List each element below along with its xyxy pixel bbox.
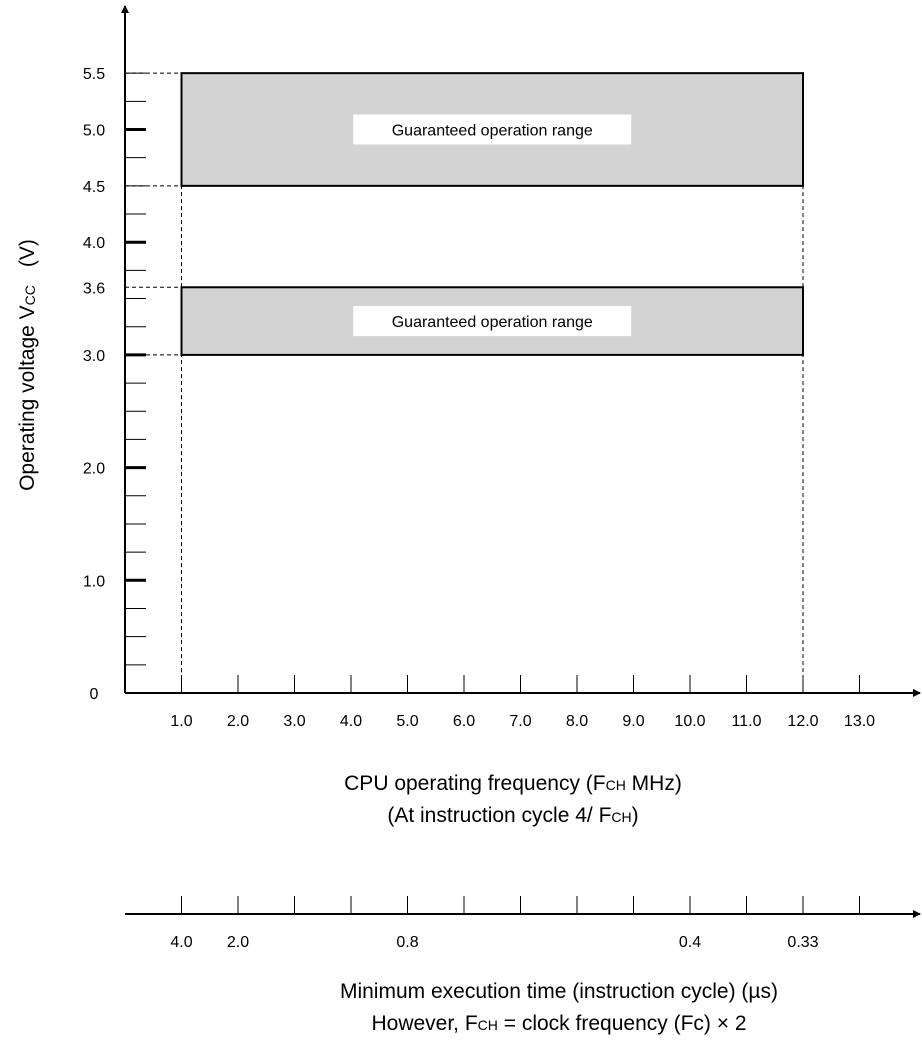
y-tick-label: 2.0 (83, 461, 105, 478)
region-label: Guaranteed operation range (392, 123, 593, 140)
x-tick-label: 7.0 (509, 713, 531, 730)
secondary-tick-label: 2.0 (227, 934, 249, 951)
secondary-tick-label: 0.33 (787, 934, 818, 951)
y-tick-label: 4.5 (83, 179, 105, 196)
x-axis-sublabel: (At instruction cycle 4/ FCH) (387, 804, 638, 827)
x-tick-label: 8.0 (566, 713, 588, 730)
y-tick-label: 1.0 (83, 573, 105, 590)
y-tick-label: 5.5 (83, 66, 105, 83)
y-tick-label: 0 (90, 686, 99, 703)
secondary-tick-label: 0.4 (679, 934, 701, 951)
y-tick-label: 4.0 (83, 235, 105, 252)
y-tick-label: 3.6 (83, 280, 105, 297)
secondary-tick-label: 0.8 (396, 934, 418, 951)
x-tick-label: 11.0 (732, 713, 762, 730)
x-tick-label: 9.0 (622, 713, 644, 730)
secondary-axis-label: Minimum execution time (instruction cycl… (340, 980, 778, 1003)
x-tick-label: 13.0 (844, 713, 875, 730)
region-label: Guaranteed operation range (392, 314, 593, 331)
x-tick-label: 6.0 (453, 713, 475, 730)
secondary-axis-note: However, FCH = clock frequency (Fc) × 2 (371, 1012, 746, 1035)
x-tick-label: 2.0 (227, 713, 249, 730)
x-tick-label: 5.0 (396, 713, 418, 730)
x-tick-label: 1.0 (170, 713, 192, 730)
secondary-tick-label: 4.0 (170, 934, 192, 951)
x-axis-label: CPU operating frequency (FCH MHz) (344, 772, 682, 795)
x-tick-label: 12.0 (787, 713, 818, 730)
y-tick-label: 3.0 (83, 348, 105, 365)
region-label-background (353, 306, 632, 337)
region-label-background (353, 114, 632, 145)
x-tick-label: 3.0 (283, 713, 305, 730)
y-axis-label: Operating voltage VCC(V) (16, 239, 39, 491)
y-tick-label: 5.0 (83, 123, 105, 140)
x-tick-label: 4.0 (340, 713, 362, 730)
x-tick-label: 10.0 (674, 713, 705, 730)
